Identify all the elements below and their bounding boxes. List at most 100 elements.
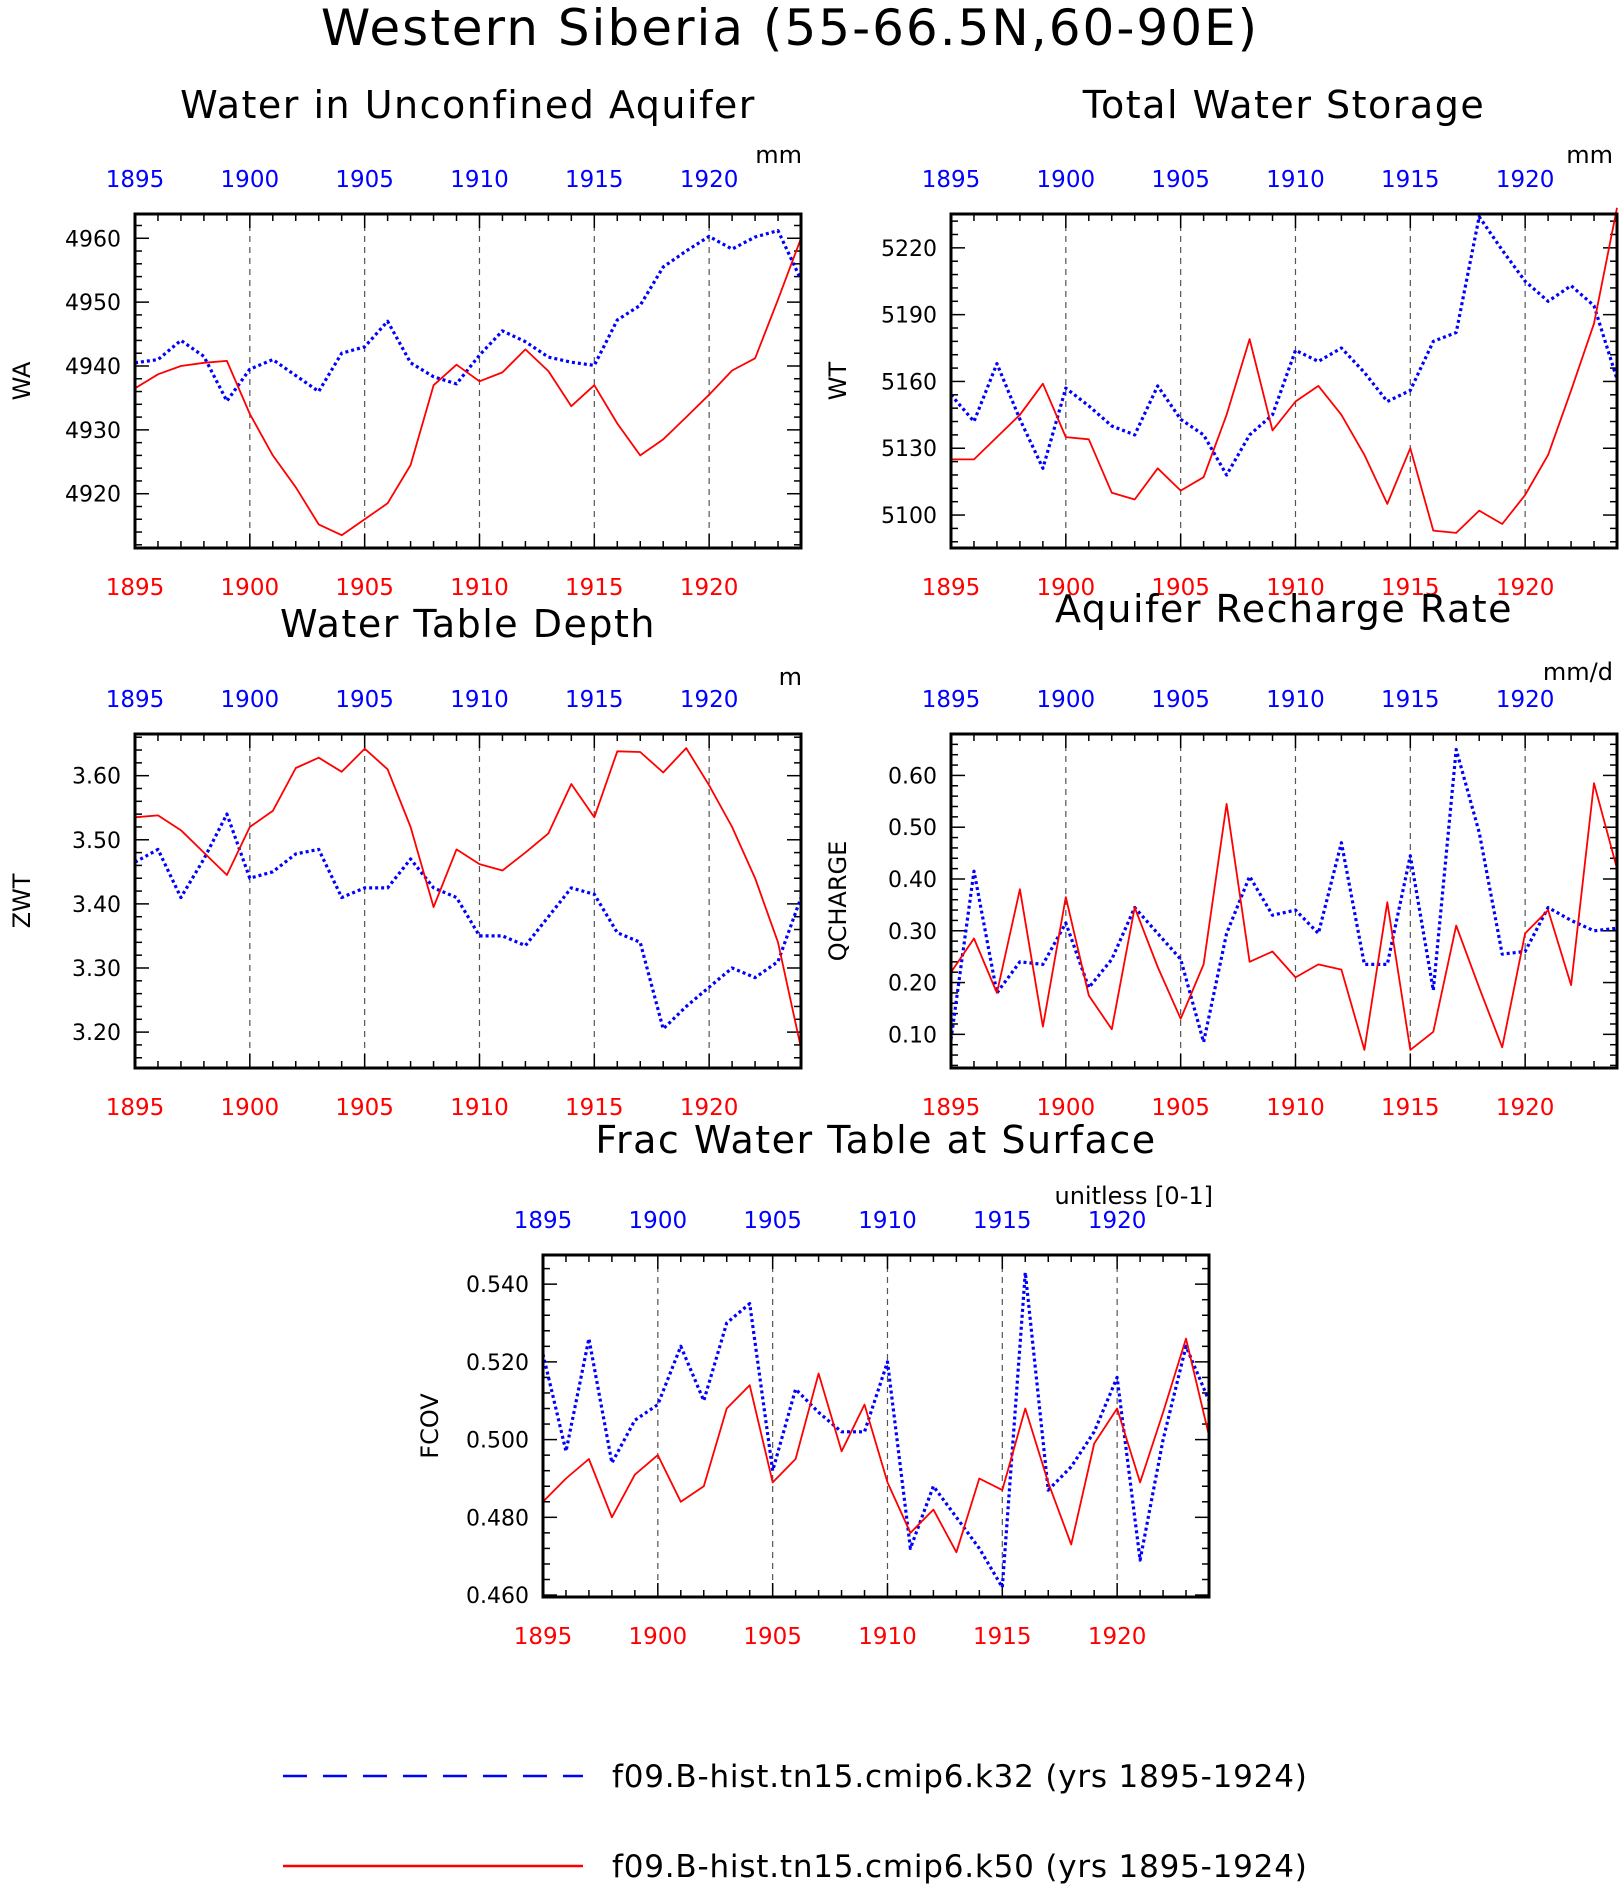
x-tick-label-top: 1910 <box>1266 687 1325 713</box>
y-tick-label: 4950 <box>65 291 121 316</box>
series-line <box>951 207 1618 534</box>
y-axis-label: FCOV <box>416 1393 444 1459</box>
y-tick-label: 0.20 <box>888 972 937 997</box>
page-title: Western Siberia (55-66.5N,60-90E) <box>321 0 1259 57</box>
chart-title: Water in Unconfined Aquifer <box>180 83 756 127</box>
series-line <box>949 747 1618 1044</box>
x-tick-label-top: 1895 <box>106 687 165 713</box>
y-axis-label: ZWT <box>8 873 36 928</box>
x-tick-label-bottom: 1910 <box>858 1624 917 1650</box>
y-tick-label: 5100 <box>881 504 937 529</box>
x-tick-label-bottom: 1895 <box>106 1095 165 1121</box>
x-tick-label-bottom: 1920 <box>1496 575 1555 601</box>
x-tick-label-bottom: 1920 <box>680 1095 739 1121</box>
x-tick-label-top: 1910 <box>858 1208 917 1234</box>
chart-panel: Frac Water Table at Surface unitless [0-1… <box>416 1118 1213 1650</box>
x-tick-label-top: 1915 <box>565 167 624 193</box>
y-tick-label: 0.40 <box>888 868 937 893</box>
x-tick-label-bottom: 1910 <box>450 1095 509 1121</box>
x-tick-label-top: 1905 <box>1151 167 1210 193</box>
x-tick-label-top: 1920 <box>1088 1208 1147 1234</box>
x-tick-label-top: 1895 <box>922 687 981 713</box>
x-tick-label-top: 1915 <box>1381 687 1440 713</box>
chart-panel: Aquifer Recharge Rate mm/d 0.10 0.20 0.30 0.4… <box>824 587 1619 1121</box>
x-tick-label-top: 1920 <box>680 167 739 193</box>
x-tick-label-bottom: 1895 <box>106 575 165 601</box>
y-tick-label: 4930 <box>65 419 121 444</box>
x-tick-label-bottom: 1900 <box>1037 1095 1096 1121</box>
y-tick-label: 0.500 <box>466 1429 529 1454</box>
series-line <box>950 782 1618 1051</box>
y-tick-label: 0.480 <box>466 1506 529 1531</box>
series-line <box>949 215 1619 477</box>
x-tick-label-top: 1900 <box>629 1208 688 1234</box>
y-tick-label: 5190 <box>881 304 937 329</box>
x-tick-label-top: 1905 <box>335 167 394 193</box>
legend-label: f09.B-hist.tn15.cmip6.k50 (yrs 1895-1924… <box>612 1849 1308 1884</box>
series-line <box>134 812 803 1031</box>
x-tick-label-bottom: 1900 <box>1037 575 1096 601</box>
x-tick-label-bottom: 1905 <box>743 1624 802 1650</box>
x-tick-label-top: 1905 <box>335 687 394 713</box>
x-tick-label-bottom: 1910 <box>1266 1095 1325 1121</box>
chart-title: Total Water Storage <box>1082 83 1485 127</box>
y-tick-label: 3.40 <box>72 893 121 918</box>
x-tick-label-top: 1895 <box>922 167 981 193</box>
series-line <box>134 747 802 1049</box>
units-label: unitless [0-1] <box>1055 1182 1214 1210</box>
x-tick-label-bottom: 1905 <box>335 575 394 601</box>
y-tick-label: 4940 <box>65 355 121 380</box>
y-tick-label: 5130 <box>881 437 937 462</box>
series-line <box>134 229 803 403</box>
units-label: mm/d <box>1543 658 1613 686</box>
y-tick-label: 3.20 <box>72 1021 121 1046</box>
chart-panel: Water Table Depth m 3.20 3.30 3.40 3.50 3.60 18… <box>8 602 803 1121</box>
x-tick-label-top: 1920 <box>1496 167 1555 193</box>
y-tick-label: 3.60 <box>72 765 121 790</box>
x-tick-label-bottom: 1895 <box>922 1095 981 1121</box>
plot-frame <box>541 1253 1211 1599</box>
legend-label: f09.B-hist.tn15.cmip6.k32 (yrs 1895-1924… <box>612 1759 1308 1795</box>
chart-title: Aquifer Recharge Rate <box>1055 587 1513 631</box>
y-tick-label: 5160 <box>881 370 937 395</box>
x-tick-label-bottom: 1905 <box>1151 1095 1210 1121</box>
y-tick-label: 0.520 <box>466 1351 529 1376</box>
x-tick-label-top: 1900 <box>221 167 280 193</box>
x-tick-label-top: 1920 <box>680 687 739 713</box>
x-tick-label-top: 1905 <box>1151 687 1210 713</box>
y-axis-label: WT <box>824 361 852 400</box>
y-tick-label: 0.540 <box>466 1273 529 1298</box>
y-tick-label: 5220 <box>881 237 937 262</box>
x-tick-label-bottom: 1915 <box>1381 1095 1440 1121</box>
x-tick-label-bottom: 1910 <box>1266 575 1325 601</box>
chart-panel: Water in Unconfined Aquifer mm 4920 4930 494… <box>8 83 803 601</box>
legend: f09.B-hist.tn15.cmip6.k32 (yrs 1895-1924… <box>283 1759 1308 1884</box>
x-tick-label-bottom: 1895 <box>922 575 981 601</box>
x-tick-label-bottom: 1900 <box>221 1095 280 1121</box>
x-tick-label-top: 1900 <box>1037 687 1096 713</box>
y-axis-label: QCHARGE <box>824 841 852 962</box>
panels: Water in Unconfined Aquifer mm 4920 4930 494… <box>8 83 1619 1650</box>
y-axis-label: WA <box>8 361 36 400</box>
plot-frame <box>133 732 803 1070</box>
units-label: mm <box>755 141 802 169</box>
x-tick-label-top: 1910 <box>450 687 509 713</box>
x-tick-label-top: 1910 <box>1266 167 1325 193</box>
y-tick-label: 0.60 <box>888 764 937 789</box>
x-tick-label-bottom: 1905 <box>335 1095 394 1121</box>
x-tick-label-top: 1900 <box>1037 167 1096 193</box>
x-tick-label-top: 1915 <box>565 687 624 713</box>
y-tick-label: 4960 <box>65 227 121 252</box>
x-tick-label-top: 1910 <box>450 167 509 193</box>
y-tick-label: 4920 <box>65 483 121 508</box>
x-tick-label-bottom: 1900 <box>629 1624 688 1650</box>
x-tick-label-bottom: 1905 <box>1151 575 1210 601</box>
series-line <box>542 1337 1210 1554</box>
y-tick-label: 0.50 <box>888 816 937 841</box>
x-tick-label-top: 1900 <box>221 687 280 713</box>
plot-frame <box>949 732 1619 1070</box>
x-tick-label-bottom: 1915 <box>565 575 624 601</box>
plot-frame <box>949 212 1619 550</box>
chart-title: Water Table Depth <box>280 602 656 646</box>
